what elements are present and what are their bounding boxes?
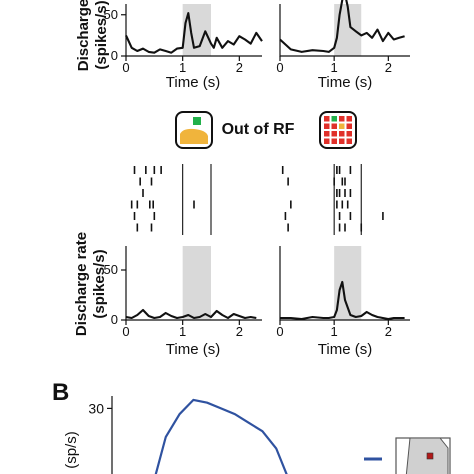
out-of-rf-label: Out of RF [222,121,295,138]
grid-cell-3-0 [324,138,330,144]
ylabel-bottom-left-line1: Discharge rate [73,232,90,336]
grid-cell-1-1 [331,123,337,129]
grid-cell-1-2 [339,123,345,129]
xtick-label-top-left-1: 1 [179,60,186,75]
grid-cell-0-1 [331,116,337,122]
panel-top-right: 0 1 2 Time (s) [276,0,410,91]
series-line-panel-b [154,398,288,474]
panel-top-left: 0 1 2 0 50 Discharge (spikes/s) Time (s) [75,0,263,91]
panel-bottom-left: 0 1 2 0 50 Discharge rate (spikes/s) Time (s… [73,232,262,358]
ticks-panel-b: 30 [88,400,112,416]
ylabel-top-left-line2: (spikes/s) [93,0,110,69]
grid-cell-0-3 [346,116,352,122]
xtick-label-top-right-2: 2 [385,60,392,75]
xlabel-bottom-right: Time (s) [318,341,372,358]
ticks-bottom-left: 0 1 2 0 50 [104,262,243,339]
raster-left [130,164,212,235]
panel-b: 30 (sp/s) [63,396,451,474]
xtick-label-top-right-0: 0 [276,60,283,75]
ylabel-top-left-line1: Discharge [75,0,92,71]
xlabel-bottom-left: Time (s) [166,341,220,358]
ytick-label-top-left-0: 0 [111,48,118,63]
series-line-top-left [125,12,263,54]
grid-cell-2-2 [339,131,345,137]
xtick-label-top-left-0: 0 [122,60,129,75]
shaded-interval-bottom-left [182,246,211,320]
ticks-top-right: 0 1 2 [276,56,392,75]
ticks-bottom-right: 0 1 2 [276,320,392,339]
grid-cell-3-2 [339,138,345,144]
ylabel-panel-b: (sp/s) [63,431,80,469]
grid-cell-2-1 [331,131,337,137]
grid-cell-2-0 [324,131,330,137]
ytick-label-bottom-left-50: 50 [104,262,118,277]
shaded-interval-top-left [182,4,211,56]
ylabel-bottom-left-line2: (spikes/s) [91,249,108,318]
series-line-bottom-left [125,308,257,320]
ticks-top-left: 0 1 2 0 50 [104,7,243,75]
panel-bottom-right: 0 1 2 Time (s) [276,246,410,358]
icon-red-grid [324,116,352,144]
series-line-top-right [279,0,405,53]
panel-b-letter: B [52,379,69,406]
xtick-label-bottom-left-1: 1 [179,324,186,339]
monitor-red-dot [426,452,434,460]
stimulus-icon-left [175,111,213,149]
grid-cell-2-3 [346,131,352,137]
xtick-label-bottom-left-2: 2 [236,324,243,339]
ytick-label-top-left-50: 50 [104,7,118,22]
grid-cell-3-1 [331,138,337,144]
stimulus-icon-right [319,111,357,149]
ytick-label-bottom-left-0: 0 [111,312,118,327]
xtick-label-top-left-2: 2 [236,60,243,75]
xlabel-top-left: Time (s) [166,74,220,91]
grid-cell-1-0 [324,123,330,129]
icon-orange-blob [180,128,208,144]
grid-cell-0-0 [324,116,330,122]
xtick-label-bottom-right-1: 1 [331,324,338,339]
grid-cell-1-3 [346,123,352,129]
xlabel-top-right: Time (s) [318,74,372,91]
xtick-label-top-right-1: 1 [331,60,338,75]
monitor-icon [395,437,451,474]
xtick-label-bottom-right-2: 2 [385,324,392,339]
icon-green-square [193,117,201,125]
xtick-label-bottom-right-0: 0 [276,324,283,339]
series-line-bottom-right [280,280,405,321]
xtick-label-bottom-left-0: 0 [122,324,129,339]
grid-cell-0-2 [339,116,345,122]
ytick-label-panel-b-30: 30 [88,400,104,416]
grid-cell-3-3 [346,138,352,144]
raster-right [281,164,384,235]
